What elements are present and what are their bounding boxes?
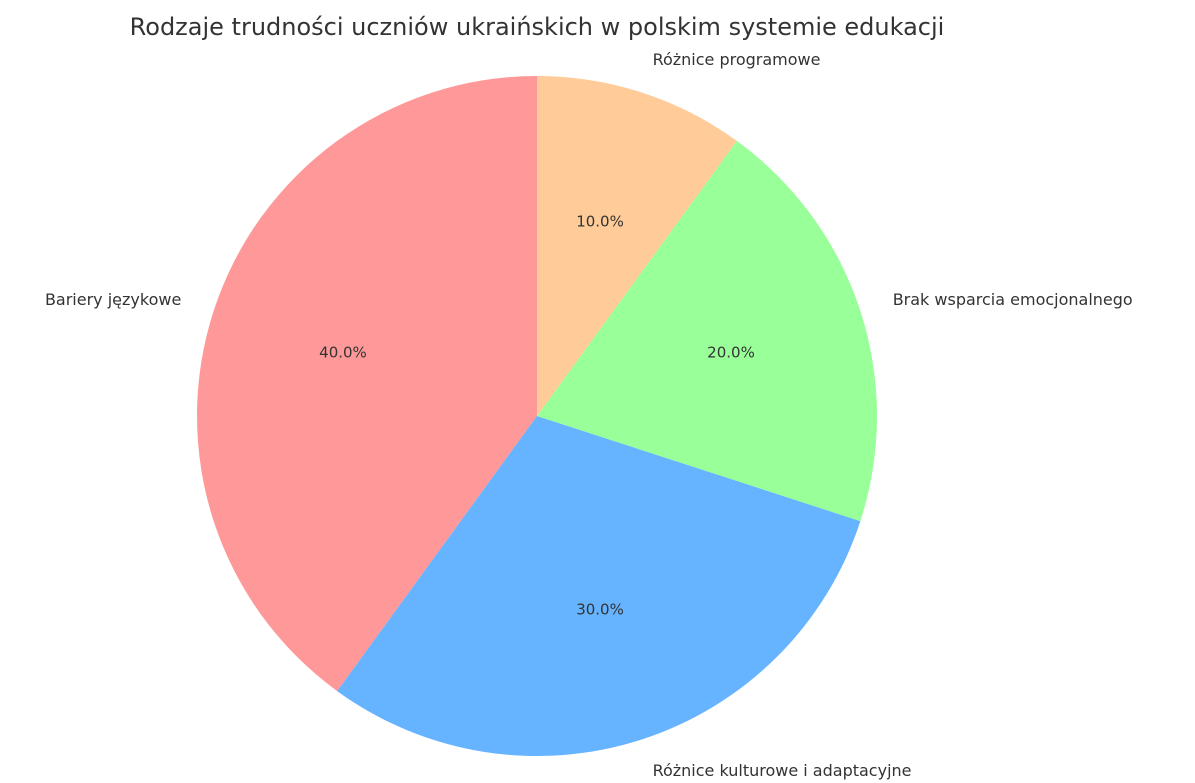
value-label: 40.0% <box>319 343 367 361</box>
slice-label: Różnice programowe <box>653 50 821 69</box>
slice-label: Różnice kulturowe i adaptacyjne <box>653 761 912 780</box>
chart-title: Rodzaje trudności uczniów ukraińskich w … <box>130 13 945 41</box>
value-label: 20.0% <box>707 343 755 361</box>
value-label: 10.0% <box>576 212 624 230</box>
slice-label: Brak wsparcia emocjonalnego <box>893 290 1133 309</box>
pie-slice <box>537 140 878 522</box>
slice-label: Bariery językowe <box>45 290 181 309</box>
pie-slice <box>337 416 861 757</box>
pie-slice <box>196 76 537 692</box>
value-label: 30.0% <box>576 601 624 619</box>
pie-slice <box>537 76 737 416</box>
